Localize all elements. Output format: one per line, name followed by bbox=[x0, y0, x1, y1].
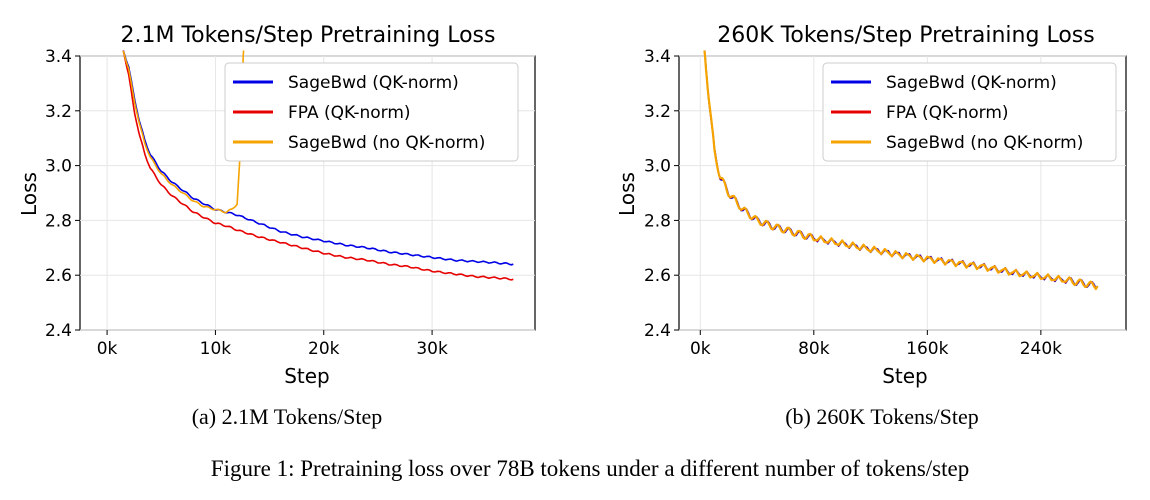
y-tick-label: 3.0 bbox=[644, 157, 671, 177]
x-tick-label: 80k bbox=[798, 339, 830, 359]
legend: SageBwd (QK-norm) FPA (QK-norm) SageBwd … bbox=[822, 62, 1117, 162]
y-tick-label: 3.4 bbox=[644, 47, 671, 67]
series-lines bbox=[703, 50, 1099, 291]
y-tick-label: 2.4 bbox=[644, 321, 671, 341]
legend-box bbox=[822, 62, 1117, 162]
series-lines bbox=[122, 50, 514, 281]
y-tick-label: 3.0 bbox=[45, 157, 72, 177]
x-tick-label: 240k bbox=[1020, 339, 1062, 359]
y-tick-label: 3.2 bbox=[644, 102, 671, 122]
y-tick-label: 3.4 bbox=[45, 47, 72, 67]
x-tick-label: 30k bbox=[416, 339, 448, 359]
series-line bbox=[122, 50, 514, 281]
x-tick-label: 0k bbox=[690, 339, 711, 359]
y-tick-label: 2.6 bbox=[644, 266, 671, 286]
y-axis-label: Loss bbox=[17, 172, 41, 216]
ticks: 2.4 2.6 2.8 3.0 3.2 3.4 0k 80k 160k 240k bbox=[644, 47, 1062, 359]
x-axis-label: Step bbox=[882, 364, 928, 388]
subcaption: (b) 260K Tokens/Step bbox=[785, 404, 979, 429]
x-tick-label: 10k bbox=[200, 339, 232, 359]
legend-label: SageBwd (no QK-norm) bbox=[886, 133, 1083, 153]
ticks: 2.4 2.6 2.8 3.0 3.2 3.4 0k 10k 20k 30k bbox=[45, 47, 448, 359]
chart-title: 260K Tokens/Step Pretraining Loss bbox=[717, 23, 1094, 48]
figure-caption: Figure 1: Pretraining loss over 78B toke… bbox=[211, 456, 969, 481]
legend-label: FPA (QK-norm) bbox=[288, 103, 411, 123]
series-line bbox=[703, 50, 1099, 291]
y-tick-label: 3.2 bbox=[45, 102, 72, 122]
y-axis-label: Loss bbox=[615, 172, 639, 216]
legend-label: SageBwd (no QK-norm) bbox=[288, 133, 485, 153]
y-tick-label: 2.4 bbox=[45, 321, 72, 341]
chart-title: 2.1M Tokens/Step Pretraining Loss bbox=[121, 23, 496, 48]
y-tick-label: 2.6 bbox=[45, 266, 72, 286]
legend-label: SageBwd (QK-norm) bbox=[886, 73, 1057, 93]
x-tick-label: 20k bbox=[308, 339, 340, 359]
x-tick-label: 160k bbox=[906, 339, 948, 359]
legend-box bbox=[224, 62, 519, 162]
x-tick-label: 0k bbox=[97, 339, 118, 359]
y-tick-label: 2.8 bbox=[644, 211, 671, 231]
series-line bbox=[122, 50, 514, 266]
chart-2-1m: 2.1M Tokens/Step Pretraining Loss 2.4 2.6… bbox=[17, 23, 536, 429]
y-tick-label: 2.8 bbox=[45, 211, 72, 231]
series-line bbox=[122, 50, 245, 214]
chart-260k: 260K Tokens/Step Pretraining Loss 2.4 2.6… bbox=[615, 23, 1127, 429]
legend-label: FPA (QK-norm) bbox=[886, 103, 1009, 123]
legend: SageBwd (QK-norm) FPA (QK-norm) SageBwd … bbox=[224, 62, 519, 162]
x-axis-label: Step bbox=[284, 364, 330, 388]
legend-label: SageBwd (QK-norm) bbox=[288, 73, 459, 93]
subcaption: (a) 2.1M Tokens/Step bbox=[192, 404, 383, 429]
